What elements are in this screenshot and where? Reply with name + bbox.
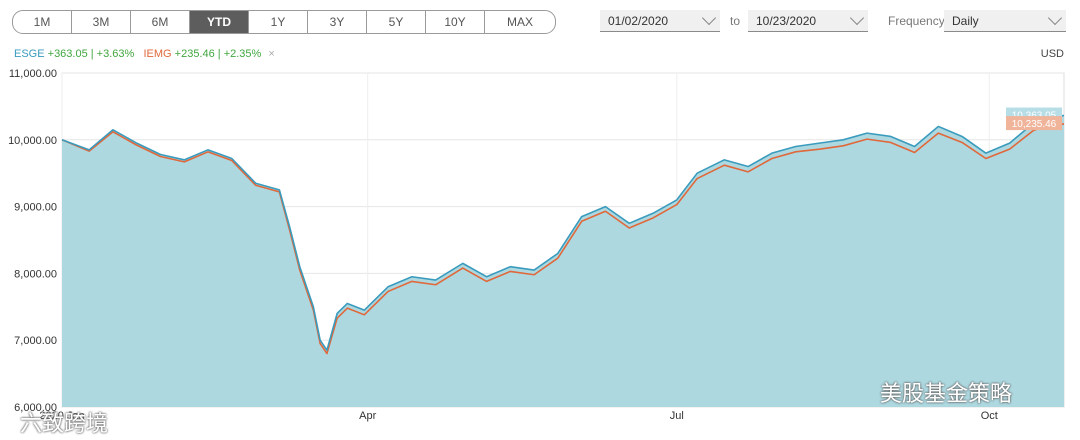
y-tick-label: 8,000.00 <box>14 268 57 280</box>
range-button-10y[interactable]: 10Y <box>426 11 485 33</box>
x-tick-label: Oct <box>981 410 998 422</box>
end-date-select[interactable]: 10/23/2020 <box>748 10 868 32</box>
iemg-end-label: 10,235.46 <box>1012 119 1057 130</box>
range-button-5y[interactable]: 5Y <box>367 11 426 33</box>
to-label: to <box>730 14 741 28</box>
esge-end-label: 10,363.05 <box>1012 111 1057 122</box>
esge-area <box>62 115 1064 407</box>
legend-esge-name[interactable]: ESGE <box>14 48 45 60</box>
watermark-left: 六致跨境 <box>20 412 109 437</box>
range-button-max[interactable]: MAX <box>506 15 533 29</box>
y-tick-label: 6,000.00 <box>14 402 57 414</box>
watermark-right: 美股基金策略 <box>880 382 1013 407</box>
range-selector: 1M 3M 6M YTD 1Y 3Y 5Y 10Y MAX <box>12 10 556 34</box>
frequency-label: Frequency <box>888 14 945 28</box>
remove-comparison-icon[interactable]: × <box>268 48 275 60</box>
legend-esge-change: +363.05 | +3.63% <box>47 48 135 60</box>
range-button-1m[interactable]: 1M <box>13 11 72 33</box>
start-date-select[interactable]: 01/02/2020 <box>600 10 720 32</box>
frequency-select[interactable]: Daily <box>944 10 1066 32</box>
y-tick-label: 11,000.00 <box>9 68 57 80</box>
y-tick-label: 10,000.00 <box>8 135 57 147</box>
legend-iemg-change: +235.46 | +2.35% <box>174 48 262 60</box>
range-button-3m[interactable]: 3M <box>72 11 131 33</box>
x-tick-label: Jul <box>670 410 684 422</box>
currency-label: USD <box>1040 48 1064 60</box>
iemg-line <box>61 123 1065 355</box>
legend-iemg-name[interactable]: IEMG <box>143 48 172 60</box>
esge-line <box>61 114 1065 352</box>
end-date-value: 10/23/2020 <box>756 13 817 28</box>
x-tick-label: 2020 Jan <box>39 410 84 422</box>
frequency-value: Daily <box>952 13 979 28</box>
y-tick-label: 7,000.00 <box>14 335 57 347</box>
iemg-end-label-box <box>1006 116 1062 131</box>
y-tick-label: 9,000.00 <box>14 202 57 214</box>
range-button-1y[interactable]: 1Y <box>249 11 308 33</box>
start-date-value: 01/02/2020 <box>608 13 669 28</box>
legend: ESGE +363.05 | +3.63% IEMG +235.46 | +2.… <box>14 48 275 60</box>
x-tick-label: Apr <box>359 410 376 422</box>
range-button-ytd[interactable]: YTD <box>190 11 249 33</box>
range-button-6m[interactable]: 6M <box>131 11 190 33</box>
range-button-3y[interactable]: 3Y <box>308 11 367 33</box>
